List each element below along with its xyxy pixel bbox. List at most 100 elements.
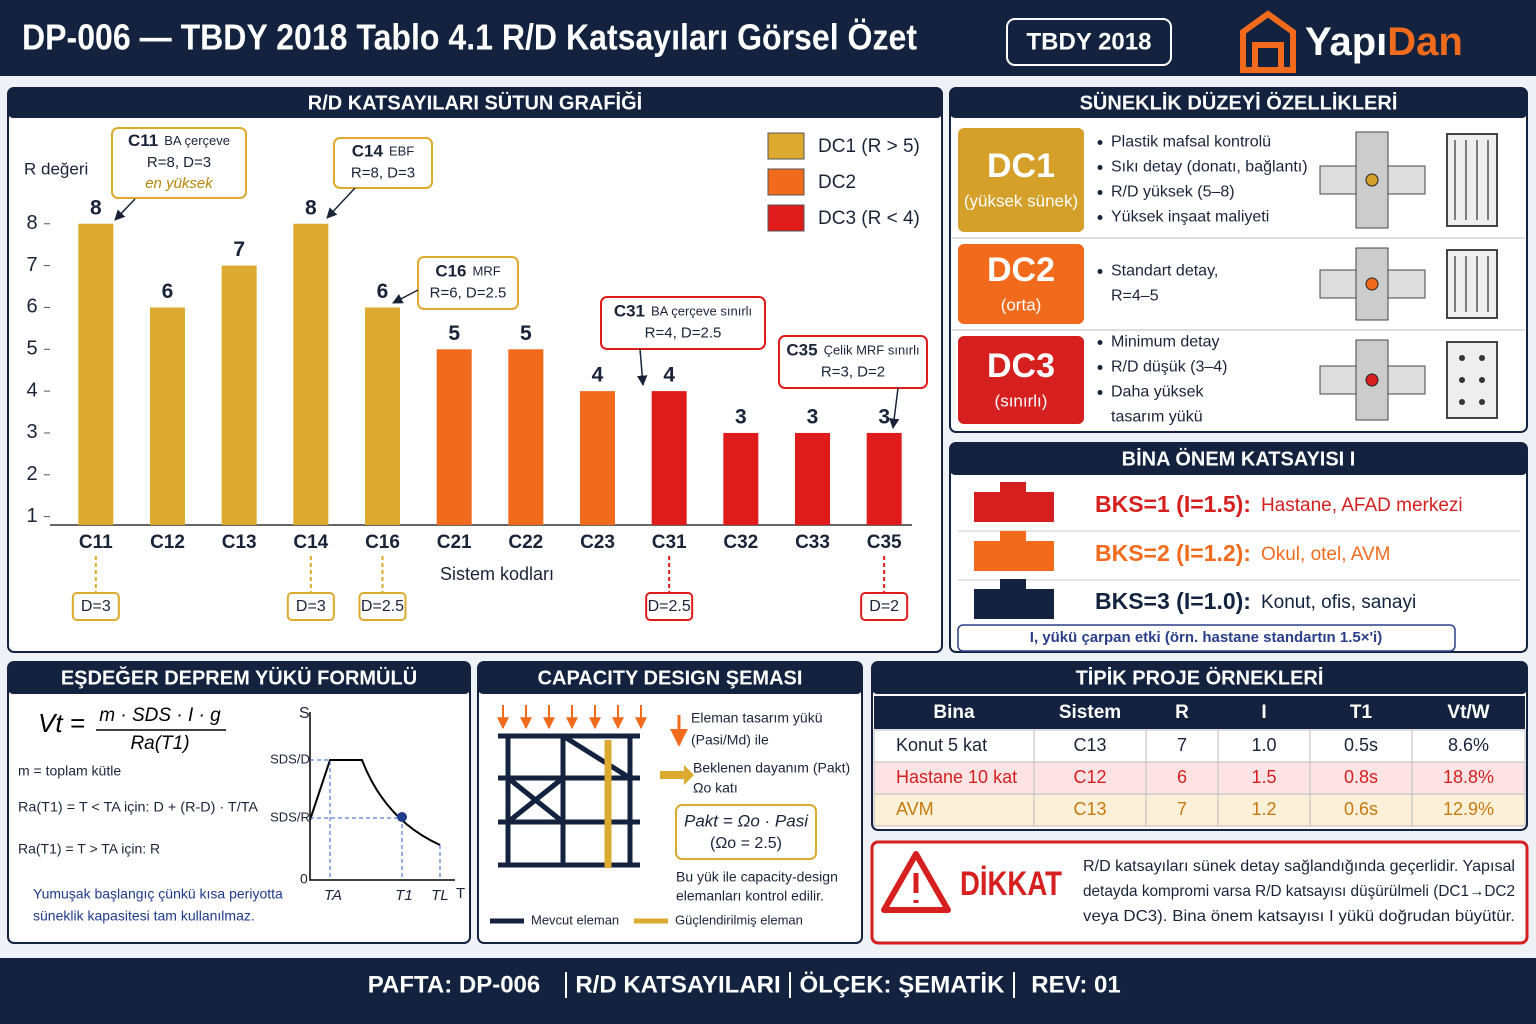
footer-item: ÖLÇEK: ŞEMATİK (800, 971, 1006, 998)
callout-heading: C14 EBF (352, 142, 415, 161)
capacity-note: Ωo katı (693, 780, 738, 796)
callout-params: R=8, D=3 (351, 164, 415, 181)
axis-label: TL (431, 887, 449, 904)
callout-code: C11 (128, 131, 158, 150)
panel-title: BİNA ÖNEM KATSAYISI I (1122, 447, 1356, 470)
panel-title: EŞDEĞER DEPREM YÜKÜ FORMÜLÜ (61, 665, 417, 689)
callout-arrow (888, 387, 900, 430)
callout-arrow (636, 348, 648, 387)
callout-heading: C35 Çelik MRF sınırlı (786, 341, 919, 360)
bar (150, 307, 185, 525)
importance-row: BKS=2 (I=1.2): Okul, otel, AVM (1095, 540, 1390, 566)
panel-title: R/D KATSAYILARI SÜTUN GRAFİĞİ (308, 90, 642, 114)
x-tick-label: C23 (580, 532, 615, 553)
footer-item: PAFTA: DP-006 (368, 971, 540, 998)
footer-item: R/D KATSAYILARI (575, 971, 780, 998)
callout-desc: EBF (389, 144, 414, 159)
y-tick-label: 5 (26, 338, 37, 360)
table-cell: 7 (1177, 799, 1187, 819)
level-sub: (sınırlı) (995, 391, 1048, 410)
logo: YapıDan (1305, 20, 1463, 64)
importance-label: BKS=1 (I=1.5): (1095, 491, 1251, 517)
table-header (874, 696, 1525, 729)
bullet (1097, 390, 1103, 395)
importance-desc: Hastane, AFAD merkezi (1261, 495, 1463, 516)
callout-box (600, 296, 766, 350)
level-name: DC1 (987, 147, 1055, 185)
callout-note: en yüksek (145, 175, 214, 192)
x-tick-label: C21 (437, 532, 472, 553)
d-label: D=2 (869, 598, 899, 615)
callout-params: R=4, D=2.5 (645, 324, 722, 341)
panel-header (478, 662, 862, 694)
table-header-cell: Bina (933, 702, 975, 723)
axis-label: T1 (395, 887, 413, 904)
d-label: D=3 (296, 598, 326, 615)
warning-text: R/D katsayıları sünek detay sağlandığınd… (1083, 858, 1515, 875)
section (1446, 341, 1498, 419)
bar (293, 223, 329, 526)
table-cell: C13 (1073, 735, 1106, 755)
table-cell: 12.9% (1443, 799, 1494, 819)
footer-bar (0, 958, 1536, 1024)
y-tick-label: 4 (26, 379, 37, 401)
callout-code: C35 (786, 341, 817, 360)
callout-heading: C16 MRF (435, 262, 500, 281)
bullet (1097, 165, 1103, 170)
legend-label: DC1 (R > 5) (818, 136, 920, 157)
formula-line: m = toplam kütle (18, 763, 121, 779)
formula-note: süneklik kapasitesi tam kullanılmaz. (33, 908, 255, 924)
axis-label: SDS/R (270, 809, 310, 824)
bar-value-label: 8 (90, 196, 102, 219)
table-header-cell: Vt/W (1447, 702, 1489, 723)
bolt (1479, 399, 1485, 405)
panel-header (950, 443, 1527, 475)
x-tick-label: C13 (222, 532, 257, 553)
badge (1006, 18, 1172, 66)
axis-label: T (456, 885, 465, 902)
axis-label: S (299, 705, 310, 722)
x-tick-label: C14 (293, 532, 328, 553)
bar (580, 391, 615, 525)
level-sub: (yüksek sünek) (964, 191, 1078, 210)
level-item: Plastik mafsal kontrolü (1111, 134, 1271, 151)
formula-lhs: Vt = (38, 708, 85, 738)
x-tick-label: C33 (795, 532, 830, 553)
callout-code: C14 (352, 142, 384, 161)
capacity-note: Beklenen dayanım (Pakt) (693, 760, 850, 776)
capacity-check: Bu yük ile capacity-design (676, 869, 838, 885)
bar-value-label: 6 (162, 280, 174, 303)
formula-note: Yumuşak başlangıç çünkü kısa periyotta (33, 886, 283, 902)
callout-arrow (326, 187, 356, 219)
callout-desc: Çelik MRF sınırlı (824, 343, 920, 358)
building-icon (1000, 579, 1026, 619)
callout-box (417, 256, 519, 310)
callout-arrow (392, 289, 419, 304)
bullet (1097, 269, 1103, 274)
level-name: DC3 (987, 347, 1055, 385)
table-cell: C12 (1073, 767, 1106, 787)
y-tick-label: 6 (26, 296, 37, 318)
table-cell: 0.8s (1344, 767, 1378, 787)
bar (795, 432, 830, 525)
table-cell: AVM (896, 799, 934, 819)
callout-desc: BA çerçeve sınırlı (651, 304, 752, 319)
legend-swatch (767, 168, 805, 196)
level-name: DC2 (987, 251, 1055, 289)
table-cell: Konut 5 kat (896, 735, 987, 755)
table-cell: 18.8% (1443, 767, 1494, 787)
y-tick-label: 8 (26, 212, 37, 234)
table-row (873, 793, 1526, 827)
capacity-legend: Mevcut eleman (531, 912, 619, 927)
panel-header (872, 662, 1527, 694)
level-box (958, 336, 1084, 424)
bullet (1097, 215, 1103, 220)
logo-icon (1240, 10, 1296, 73)
bullet (1097, 365, 1103, 370)
callout-params: R=6, D=2.5 (430, 284, 507, 301)
y-tick-label: 2 (26, 463, 37, 485)
x-tick-label: C11 (79, 532, 113, 553)
formula-numerator: m · SDS · I · g (99, 705, 221, 726)
importance-desc: Okul, otel, AVM (1261, 544, 1391, 565)
